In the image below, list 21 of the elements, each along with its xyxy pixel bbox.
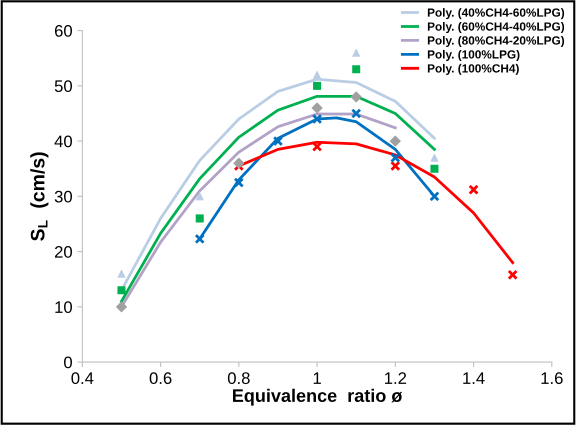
legend-label: Poly. (100%LPG) — [428, 50, 520, 61]
x-tick-label: 1.4 — [463, 372, 485, 384]
y-tick-label: 30 — [54, 190, 72, 203]
y-tick-label: 20 — [54, 246, 72, 258]
y-tick-label: 60 — [54, 25, 72, 37]
y-axis-title: S$_{L}$ (cm/s) — [30, 152, 48, 241]
legend-label: Poly. (60%CH4-40%LPG) — [428, 22, 564, 34]
legend-label: Poly. (40%CH4-60%LPG) — [428, 8, 564, 20]
x-axis-title: Equivalence ratio ø — [233, 388, 402, 406]
x-tick-label: 0.4 — [71, 372, 94, 384]
y-tick-label: 10 — [55, 301, 72, 314]
x-tick-label: 1.2 — [385, 372, 406, 384]
y-tick-label: 50 — [54, 80, 72, 92]
x-tick-label: 0.6 — [150, 372, 172, 384]
y-tick-label: 40 — [54, 136, 72, 148]
legend-label: Poly. (80%CH4-20%LPG) — [428, 36, 564, 47]
x-tick-label: 1 — [314, 372, 321, 384]
x-tick-label: 0.8 — [228, 372, 250, 384]
x-tick-label: 1.6 — [541, 372, 563, 384]
y-tick-label: 0 — [64, 356, 72, 368]
legend-label: Poly. (100%CH4) — [428, 64, 519, 75]
